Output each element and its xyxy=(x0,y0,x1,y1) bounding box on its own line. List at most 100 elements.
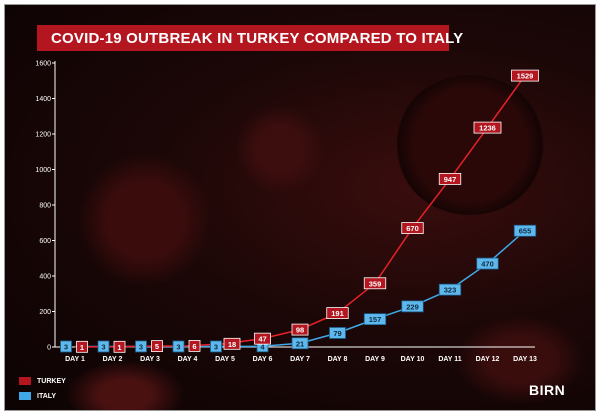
legend-label-turkey: TURKEY xyxy=(37,377,66,385)
data-marker-box xyxy=(76,340,88,353)
legend-item-italy: ITALY xyxy=(19,390,66,402)
data-marker-box xyxy=(513,224,537,237)
y-tick-label: 200 xyxy=(39,309,51,316)
data-label: 191 xyxy=(331,309,344,318)
data-marker-italy: 3 xyxy=(60,340,72,353)
x-tick-label: DAY 4 xyxy=(178,356,198,363)
legend-swatch-italy xyxy=(19,392,31,400)
data-marker-box xyxy=(188,340,201,352)
x-tick-label: DAY 7 xyxy=(290,356,310,363)
data-label: 98 xyxy=(296,326,304,335)
data-label: 359 xyxy=(369,279,382,288)
data-label: 1 xyxy=(117,343,121,352)
x-tick-label: DAY 10 xyxy=(401,356,425,363)
chart-axes: 0 200 400 600 800 1000 1200 1400 1600 DAY 1 DAY 2 D… xyxy=(35,61,537,364)
data-marker-box xyxy=(291,337,309,350)
chart-markers: 3 3 3 3 3 4 21 79 157 229 323 470 655 1 1 5 6 18 47 98 191 35… xyxy=(60,69,539,353)
line-chart: 0 200 400 600 800 1000 1200 1400 1600 DAY 1 DAY 2 D… xyxy=(35,61,539,364)
x-tick-label: DAY 1 xyxy=(65,356,85,363)
data-marker-turkey: 1 xyxy=(76,340,88,353)
data-marker-turkey: 1 xyxy=(113,340,126,353)
data-marker-box xyxy=(210,340,222,353)
x-tick-label: DAY 13 xyxy=(513,356,537,363)
data-marker-italy: 79 xyxy=(329,327,346,339)
data-marker-box xyxy=(511,69,539,82)
data-marker-box xyxy=(326,307,349,319)
data-label: 1 xyxy=(80,343,84,352)
data-marker-turkey: 5 xyxy=(151,340,163,353)
data-marker-box xyxy=(329,327,346,339)
x-tick-label: DAY 9 xyxy=(365,356,385,363)
birn-logo: BIRN xyxy=(529,382,566,398)
x-tick-label: DAY 12 xyxy=(476,356,500,363)
data-marker-italy: 323 xyxy=(438,283,462,296)
data-marker-box xyxy=(151,340,163,353)
data-marker-italy: 470 xyxy=(476,257,499,270)
data-label: 3 xyxy=(176,342,180,351)
data-marker-box xyxy=(476,257,499,270)
y-tick-label: 0 xyxy=(47,345,51,352)
y-tick-label: 1200 xyxy=(35,132,51,139)
data-marker-turkey: 47 xyxy=(254,332,271,345)
legend-label-italy: ITALY xyxy=(37,392,57,400)
series-line-turkey xyxy=(75,75,526,348)
data-label: 323 xyxy=(444,286,457,295)
data-marker-italy: 21 xyxy=(291,337,309,350)
y-tick-label: 400 xyxy=(39,274,51,281)
legend-swatch-turkey xyxy=(19,377,31,385)
data-marker-italy: 655 xyxy=(513,224,537,237)
data-marker-box xyxy=(363,277,387,290)
data-label: 1236 xyxy=(479,124,496,133)
data-marker-box xyxy=(113,340,126,353)
background-virus-blob xyxy=(65,360,185,410)
data-label: 6 xyxy=(192,342,196,351)
x-tick-label: DAY 11 xyxy=(438,356,461,363)
y-tick-label: 800 xyxy=(39,203,51,210)
data-label: 655 xyxy=(519,227,532,236)
data-label: 3 xyxy=(139,342,143,351)
data-marker-box xyxy=(291,323,309,336)
data-marker-box xyxy=(60,340,72,353)
data-marker-turkey: 191 xyxy=(326,307,349,319)
chart-frame: COVID-19 OUTBREAK IN TURKEY COMPARED TO … xyxy=(4,4,596,411)
chart-title: COVID-19 OUTBREAK IN TURKEY COMPARED TO … xyxy=(51,29,464,47)
legend: TURKEY ITALY xyxy=(19,375,66,405)
background-virus-blob xyxy=(235,105,325,195)
data-label: 3 xyxy=(101,342,105,351)
data-marker-turkey: 670 xyxy=(401,222,424,234)
data-label: 3 xyxy=(214,342,218,351)
y-tick-label: 1400 xyxy=(35,96,51,103)
y-tick-label: 1600 xyxy=(35,61,51,68)
data-label: 157 xyxy=(369,315,382,324)
x-tick-label: DAY 8 xyxy=(328,356,348,363)
data-marker-box xyxy=(438,283,462,296)
data-marker-box xyxy=(401,300,424,313)
data-marker-italy: 157 xyxy=(363,313,387,326)
data-label: 79 xyxy=(333,329,341,338)
data-marker-box xyxy=(254,332,271,345)
y-tick-label: 1000 xyxy=(35,167,51,174)
title-banner: COVID-19 OUTBREAK IN TURKEY COMPARED TO … xyxy=(37,25,463,51)
data-label: 670 xyxy=(406,224,419,233)
data-marker-box xyxy=(438,173,462,185)
x-tick-label: DAY 3 xyxy=(140,356,160,363)
data-marker-italy: 3 xyxy=(135,340,147,353)
data-marker-italy: 3 xyxy=(210,340,222,353)
data-marker-box xyxy=(473,121,502,134)
data-marker-turkey: 98 xyxy=(291,323,309,336)
data-label: 229 xyxy=(406,302,419,311)
chart-lines xyxy=(75,75,526,348)
y-tick-label: 600 xyxy=(39,238,51,245)
data-marker-box xyxy=(363,313,387,326)
data-marker-box xyxy=(97,340,110,353)
data-marker-turkey: 947 xyxy=(438,173,462,185)
data-marker-turkey: 18 xyxy=(223,337,241,350)
legend-item-turkey: TURKEY xyxy=(19,375,66,387)
background-virus-blob xyxy=(455,315,585,405)
data-marker-box xyxy=(401,222,424,234)
data-marker-turkey: 1529 xyxy=(511,69,539,82)
data-label: 1529 xyxy=(517,72,534,81)
data-marker-box xyxy=(135,340,147,353)
data-marker-box xyxy=(172,340,185,353)
x-tick-label: DAY 5 xyxy=(215,356,235,363)
